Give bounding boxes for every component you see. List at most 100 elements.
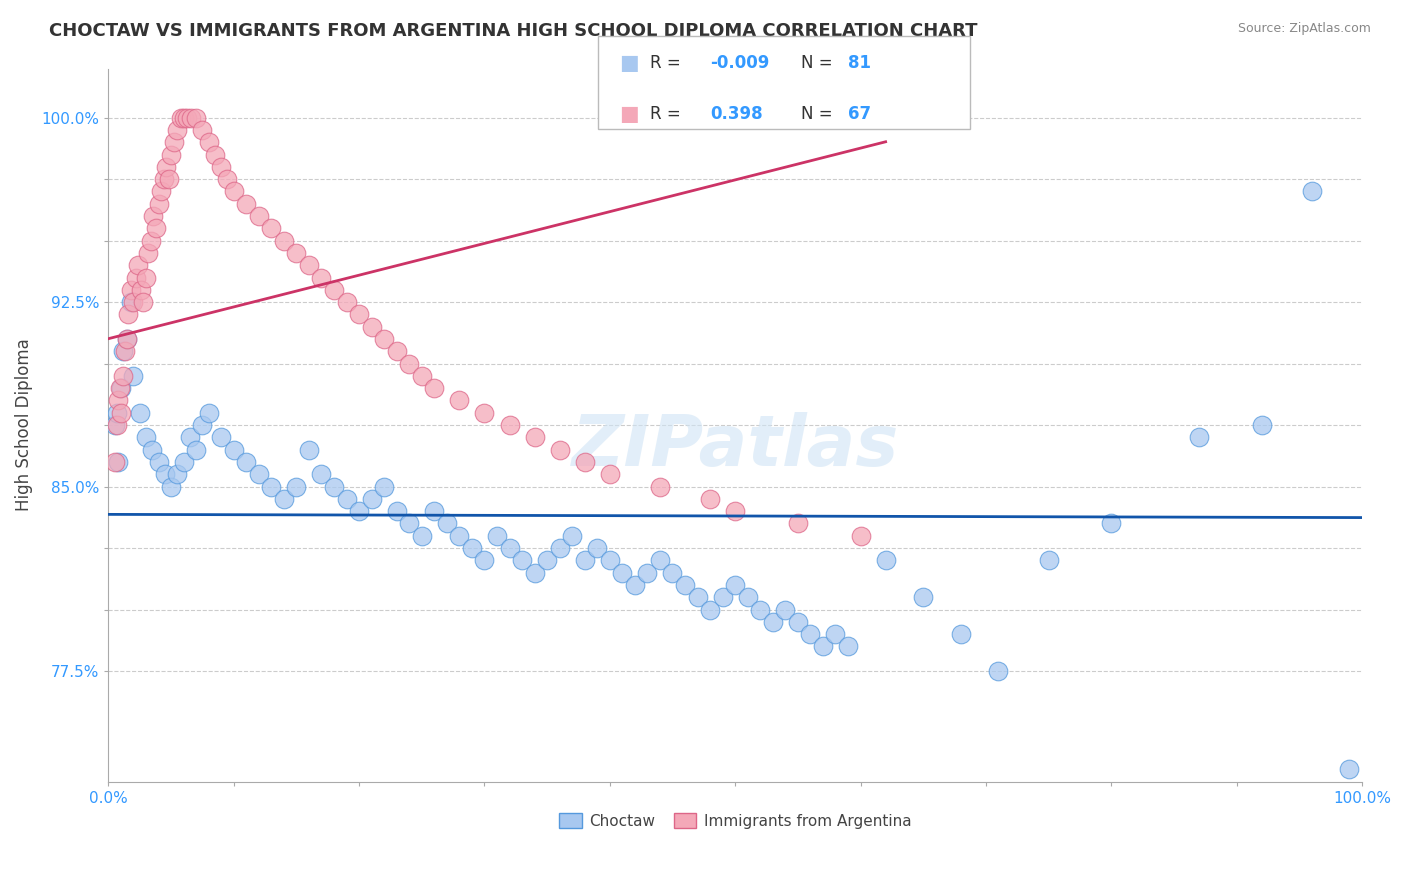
Point xyxy=(247,209,270,223)
Point xyxy=(799,627,821,641)
Point xyxy=(115,332,138,346)
Point xyxy=(311,467,333,482)
Point xyxy=(612,566,634,580)
Text: 81: 81 xyxy=(848,54,870,72)
Point xyxy=(285,479,308,493)
Point xyxy=(135,430,157,444)
Text: ZIPatlas: ZIPatlas xyxy=(571,412,898,481)
Point xyxy=(152,172,174,186)
Point xyxy=(449,529,471,543)
Point xyxy=(461,541,484,555)
Point xyxy=(561,529,583,543)
Point xyxy=(298,258,321,272)
Point xyxy=(160,147,183,161)
Point xyxy=(127,258,149,272)
Point xyxy=(260,479,283,493)
Point xyxy=(122,368,145,383)
Point xyxy=(197,406,219,420)
Y-axis label: High School Diploma: High School Diploma xyxy=(15,339,32,511)
Point xyxy=(949,627,972,641)
Point xyxy=(191,123,214,137)
Point xyxy=(128,406,150,420)
Point xyxy=(166,467,188,482)
Point xyxy=(775,602,797,616)
Point xyxy=(148,196,170,211)
Point xyxy=(449,393,471,408)
Point xyxy=(411,368,433,383)
Point xyxy=(105,418,128,433)
Point xyxy=(686,591,709,605)
Point xyxy=(636,566,658,580)
Point xyxy=(135,270,157,285)
Point xyxy=(155,160,177,174)
Point xyxy=(436,516,458,531)
Point xyxy=(139,234,162,248)
Point xyxy=(360,319,382,334)
Point xyxy=(179,430,201,444)
Point xyxy=(548,442,571,457)
Point xyxy=(498,541,520,555)
Point xyxy=(110,381,132,395)
Point xyxy=(485,529,508,543)
Point xyxy=(176,111,198,125)
Point xyxy=(298,442,321,457)
Point xyxy=(173,455,195,469)
Point xyxy=(1301,185,1323,199)
Point xyxy=(104,418,127,433)
Point xyxy=(423,381,446,395)
Point xyxy=(132,295,155,310)
Point xyxy=(762,615,785,629)
Text: 0.398: 0.398 xyxy=(710,105,762,123)
Point xyxy=(574,553,596,567)
Point xyxy=(107,393,129,408)
Point xyxy=(217,172,239,186)
Point xyxy=(114,344,136,359)
Point xyxy=(150,185,173,199)
Point xyxy=(987,664,1010,678)
Point xyxy=(837,640,859,654)
Point xyxy=(273,234,295,248)
Point xyxy=(624,578,647,592)
Point xyxy=(180,111,202,125)
Point xyxy=(347,504,370,518)
Point xyxy=(811,640,834,654)
Legend: Choctaw, Immigrants from Argentina: Choctaw, Immigrants from Argentina xyxy=(553,806,918,835)
Point xyxy=(423,504,446,518)
Point xyxy=(699,602,721,616)
Point xyxy=(117,307,139,321)
Point xyxy=(157,172,180,186)
Point xyxy=(138,246,160,260)
Point xyxy=(548,541,571,555)
Point xyxy=(323,283,346,297)
Point xyxy=(273,491,295,506)
Point xyxy=(160,479,183,493)
Point xyxy=(197,136,219,150)
Point xyxy=(498,418,520,433)
Point xyxy=(699,491,721,506)
Point xyxy=(209,430,232,444)
Text: R =: R = xyxy=(650,54,681,72)
Point xyxy=(191,418,214,433)
Point xyxy=(142,209,165,223)
Point xyxy=(411,529,433,543)
Point xyxy=(1038,553,1060,567)
Point xyxy=(373,479,395,493)
Point xyxy=(875,553,897,567)
Point xyxy=(323,479,346,493)
Point xyxy=(170,111,193,125)
Text: N =: N = xyxy=(801,105,832,123)
Point xyxy=(474,406,496,420)
Point xyxy=(335,295,357,310)
Point xyxy=(235,455,257,469)
Point xyxy=(385,344,408,359)
Text: Source: ZipAtlas.com: Source: ZipAtlas.com xyxy=(1237,22,1371,36)
Point xyxy=(1188,430,1211,444)
Point xyxy=(120,295,142,310)
Point xyxy=(112,368,135,383)
Point xyxy=(145,221,167,235)
Point xyxy=(912,591,935,605)
Point xyxy=(360,491,382,506)
Point xyxy=(347,307,370,321)
Point xyxy=(173,111,195,125)
Point xyxy=(786,516,808,531)
